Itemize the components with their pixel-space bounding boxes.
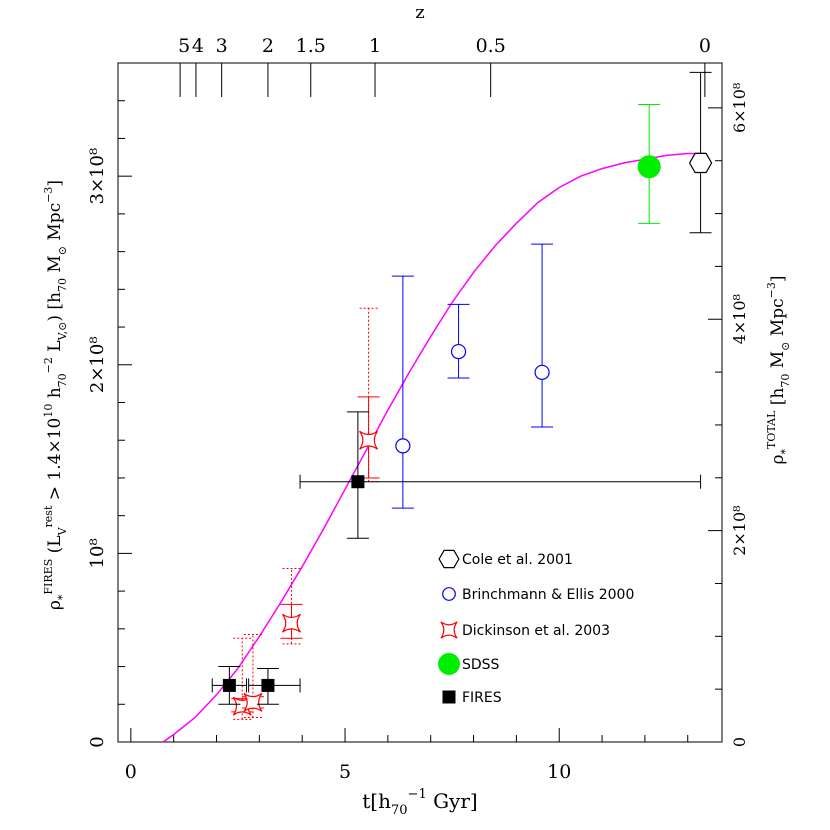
plot-frame (117, 62, 723, 743)
legend-label: Cole et al. 2001 (462, 552, 573, 568)
x-tick-label: 0 (125, 761, 137, 783)
legend-item: SDSS (438, 653, 500, 675)
filled-square-marker (442, 690, 456, 704)
star-marker (359, 430, 379, 450)
redshift-tick-label: 0.5 (476, 35, 506, 57)
left-y-axis-label: ρ*FIRES (LVrest > 1.4×1010 h70−2 LV,⊙) [… (42, 180, 69, 610)
data-point (447, 303, 470, 379)
right-y-tick-label: 2×10⁸ (730, 505, 749, 555)
filled-square-marker (351, 475, 365, 489)
x-axis-label: t[h70−1 Gyr] (362, 787, 477, 818)
data-point (248, 667, 301, 705)
redshift-tick-label: 4 (192, 35, 204, 57)
right-y-tick-label: 4×10⁸ (730, 294, 749, 344)
redshift-tick-label: 5 (178, 35, 190, 57)
right-y-axis-label: ρ*TOTAL [h70 M⊙ Mpc−3] (765, 276, 792, 465)
data-point (280, 567, 303, 645)
star-marker (440, 621, 458, 639)
data-point (531, 243, 554, 428)
legend-item: Dickinson et al. 2003 (440, 621, 610, 639)
data-point (391, 275, 414, 509)
data-point (637, 103, 661, 224)
hexagon-marker (688, 152, 713, 174)
open-circle-marker (450, 343, 467, 360)
legend: Cole et al. 2001 Brinchmann & Ellis 2000 D… (438, 549, 634, 706)
axis-ticks: 0 5 10 0 10⁸ 2×10⁸ 3×10⁸ 0 2×10⁸ 4×10⁸ 6×10⁸ (87, 83, 749, 783)
star-marker (281, 613, 301, 633)
left-y-tick-label: 10⁸ (87, 538, 108, 568)
left-y-tick-label: 2×10⁸ (87, 336, 108, 393)
model-curve (162, 152, 705, 743)
left-y-tick-label: 3×10⁸ (87, 148, 108, 205)
top-axis-label: z (415, 2, 424, 23)
redshift-tick-label: 1 (369, 35, 381, 57)
legend-label: Dickinson et al. 2003 (462, 623, 610, 639)
redshift-tick-label: 2 (262, 35, 274, 57)
x-tick-label: 10 (547, 761, 571, 783)
data-point (211, 666, 248, 705)
data-point (241, 633, 264, 718)
model-curve-layer (162, 152, 705, 743)
redshift-tick-label: 1.5 (296, 35, 326, 57)
open-circle-marker (534, 364, 550, 380)
filled-square-marker (222, 678, 236, 692)
filled-circle-marker (637, 155, 661, 179)
legend-item: Cole et al. 2001 (438, 549, 573, 569)
hexagon-marker (438, 549, 460, 569)
open-circle-marker (395, 438, 411, 454)
legend-label: SDSS (462, 657, 500, 673)
right-y-tick-label: 6×10⁸ (730, 83, 749, 133)
redshift-tick-label: 0 (699, 35, 711, 57)
data-point (357, 307, 380, 483)
legend-item: FIRES (442, 690, 502, 706)
filled-circle-marker (438, 653, 460, 675)
redshift-axis: 5 4 3 2 1.5 1 0.5 0 (178, 35, 711, 97)
filled-square-marker (261, 678, 275, 692)
data-point (299, 411, 702, 539)
legend-item: Brinchmann & Ellis 2000 (442, 587, 634, 603)
left-y-tick-label: 0 (87, 736, 108, 747)
legend-label: Brinchmann & Ellis 2000 (462, 587, 634, 603)
star-marker (243, 692, 263, 712)
data-points (211, 71, 713, 720)
right-y-tick-label: 0 (730, 737, 749, 747)
open-circle-marker (442, 587, 456, 601)
data-point (688, 71, 713, 234)
legend-label: FIRES (462, 690, 502, 706)
x-tick-label: 5 (339, 761, 351, 783)
redshift-tick-label: 3 (216, 35, 228, 57)
